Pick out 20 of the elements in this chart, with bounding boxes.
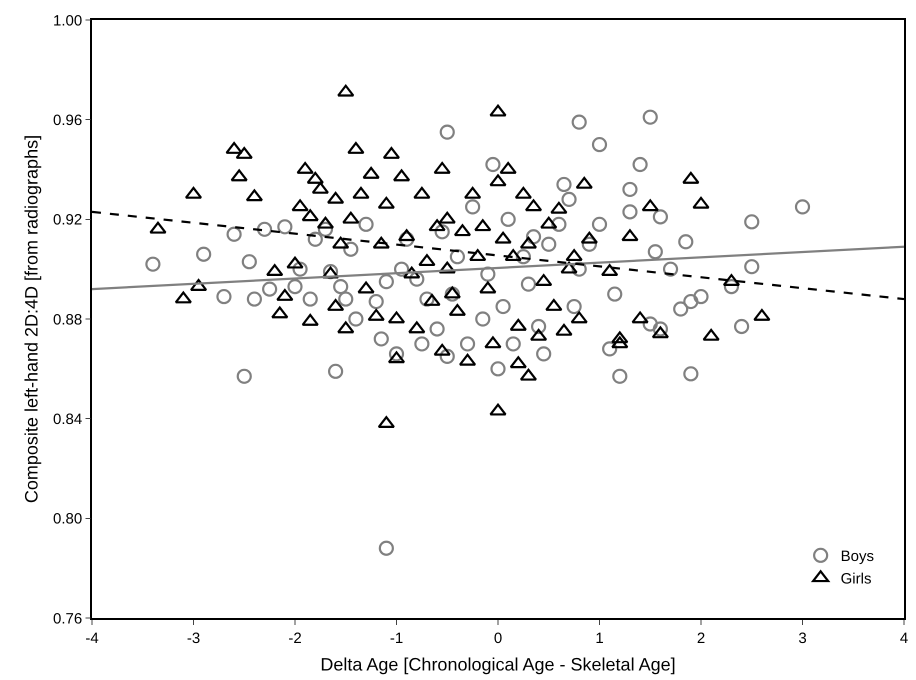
y-tick-label: 0.88 (53, 311, 82, 328)
y-tick-label: 0.96 (53, 112, 82, 129)
x-tick-label: 4 (900, 630, 908, 647)
x-tick-label: -4 (85, 630, 99, 647)
y-axis-title: Composite left-hand 2D:4D [from radiographs] (22, 134, 42, 504)
y-tick-label: 1.00 (53, 12, 82, 30)
y-tick-label: 0.84 (53, 410, 82, 428)
legend-label: Girls (840, 570, 872, 588)
x-tick-label: 3 (798, 630, 807, 647)
x-axis-title: Delta Age [Chronological Age - Skeletal Age] (320, 654, 676, 674)
x-tick-label: -2 (288, 630, 302, 647)
x-tick-label: 1 (595, 630, 604, 647)
legend-label: Boys (840, 548, 874, 566)
x-tick-label: -3 (186, 630, 200, 647)
x-tick-label: -1 (390, 630, 404, 647)
y-tick-label: 0.92 (53, 212, 82, 229)
y-tick-label: 0.76 (53, 610, 82, 628)
x-tick-label: 2 (696, 630, 706, 647)
x-tick-label: 0 (494, 630, 502, 647)
y-tick-label: 0.80 (53, 510, 82, 528)
